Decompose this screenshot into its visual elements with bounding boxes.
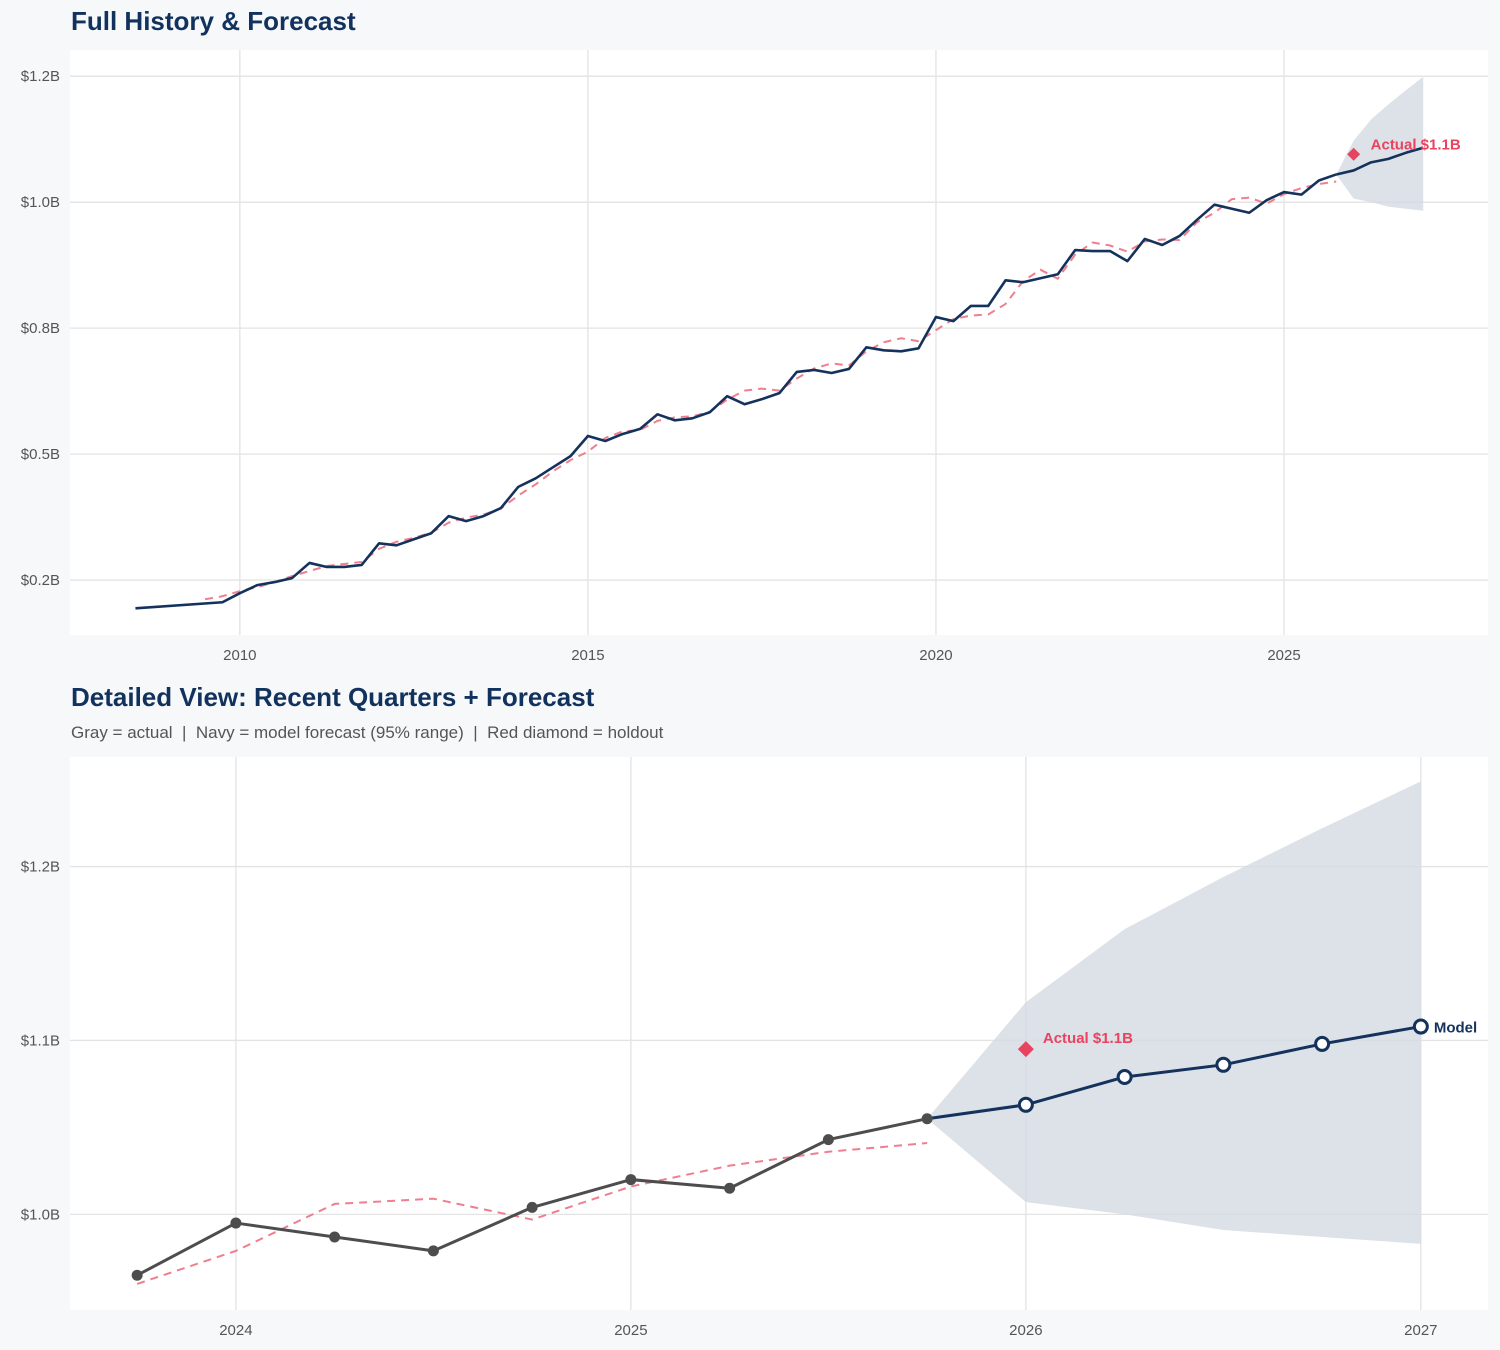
- top-x-tick-label: 2010: [223, 647, 256, 664]
- forecast-point: [1116, 1068, 1133, 1085]
- forecast-point: [1017, 1096, 1034, 1113]
- top-holdout-label: Actual $1.1B: [1371, 136, 1461, 153]
- bottom-holdout-diamond: [1017, 1041, 1034, 1058]
- bottom-chart: 2024 2025 2026 2027 $1.0B $1.1B $1.2B Model Actu…: [21, 757, 1488, 1339]
- bottom-y-tick-label: $1.0B: [21, 1206, 60, 1223]
- bottom-chart-title: Detailed View: Recent Quarters + Forecas…: [71, 682, 595, 712]
- top-chart: 2010 2015 2020 2025 $0.2B $0.5B $0.8B $1.0B $1.2…: [21, 50, 1488, 664]
- actual-point: [921, 1113, 933, 1125]
- bottom-y-tick-label: $1.1B: [21, 1032, 60, 1049]
- actual-point: [131, 1269, 143, 1281]
- actual-point: [329, 1231, 341, 1243]
- bottom-x-tick-label: 2024: [219, 1322, 252, 1339]
- actual-point: [822, 1134, 834, 1146]
- bottom-forecast-line: [926, 1025, 1422, 1121]
- actual-point: [724, 1182, 736, 1194]
- top-x-tick-label: 2015: [571, 647, 604, 664]
- top-y-tick-label: $0.2B: [21, 572, 60, 589]
- bottom-holdout-label: Actual $1.1B: [1043, 1030, 1133, 1047]
- top-y-tick-label: $0.5B: [21, 446, 60, 463]
- top-x-tick-label: 2020: [919, 647, 952, 664]
- bottom-chart-subtitle: Gray = actual | Navy = model forecast (9…: [71, 723, 664, 742]
- bottom-x-tick-label: 2026: [1009, 1322, 1042, 1339]
- actual-point: [427, 1245, 439, 1257]
- model-end-label: Model: [1434, 1020, 1477, 1037]
- bottom-y-tick-label: $1.2B: [21, 859, 60, 876]
- bottom-x-tick-label: 2027: [1404, 1322, 1437, 1339]
- top-y-tick-label: $1.0B: [21, 194, 60, 211]
- actual-point: [625, 1174, 637, 1186]
- forecast-point: [1314, 1035, 1331, 1052]
- top-actual-line: [135, 173, 1337, 610]
- top-chart-title: Full History & Forecast: [71, 6, 356, 36]
- bottom-fitted-line: [136, 1142, 928, 1285]
- forecast-point: [1412, 1018, 1429, 1035]
- top-y-tick-label: $1.2B: [21, 68, 60, 85]
- top-forecast-band: [1336, 76, 1424, 211]
- top-forecast-line: [1335, 146, 1424, 176]
- forecast-point: [1215, 1056, 1232, 1073]
- top-x-tick-label: 2025: [1267, 647, 1300, 664]
- top-y-tick-label: $0.8B: [21, 320, 60, 337]
- top-plot-area: [70, 50, 1488, 635]
- bottom-x-tick-label: 2025: [614, 1322, 647, 1339]
- actual-point: [526, 1201, 538, 1213]
- actual-point: [230, 1217, 242, 1229]
- bottom-forecast-band: [927, 781, 1421, 1244]
- top-holdout-diamond: [1347, 147, 1361, 161]
